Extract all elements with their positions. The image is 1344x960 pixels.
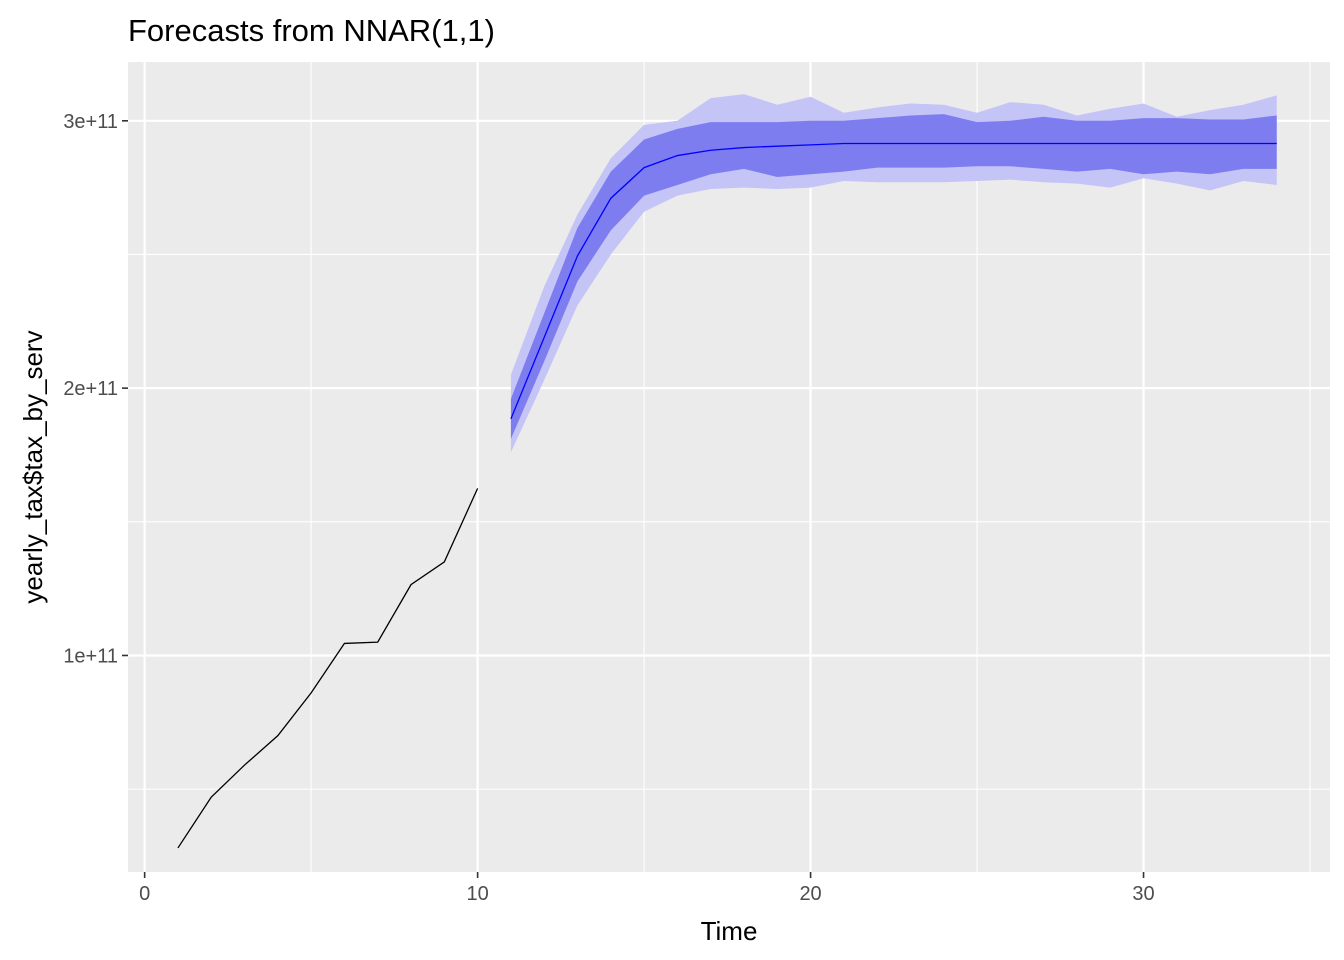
x-tick-label: 0 bbox=[139, 883, 150, 905]
x-tick-label: 20 bbox=[799, 883, 821, 905]
y-axis-title: yearly_tax$tax_by_serv bbox=[18, 330, 48, 603]
history-series-line bbox=[177, 488, 479, 849]
y-tick-label: 2e+11 bbox=[63, 378, 118, 400]
y-tick-label: 1e+11 bbox=[63, 645, 118, 667]
forecast-mean-line bbox=[510, 142, 1277, 420]
prediction-band-95 bbox=[510, 94, 1277, 453]
plot-panel bbox=[128, 62, 1330, 872]
x-axis-title: Time bbox=[701, 916, 758, 946]
prediction-bands bbox=[510, 94, 1277, 453]
x-tick-label: 30 bbox=[1132, 883, 1154, 905]
prediction-band-80 bbox=[510, 114, 1277, 439]
y-axis: 1e+11 2e+11 3e+11 bbox=[63, 111, 128, 667]
x-tick-label: 10 bbox=[466, 883, 488, 905]
chart-title: Forecasts from NNAR(1,1) bbox=[128, 13, 495, 48]
x-axis: 0 10 20 30 bbox=[139, 872, 1155, 905]
y-tick-label: 3e+11 bbox=[63, 111, 118, 133]
